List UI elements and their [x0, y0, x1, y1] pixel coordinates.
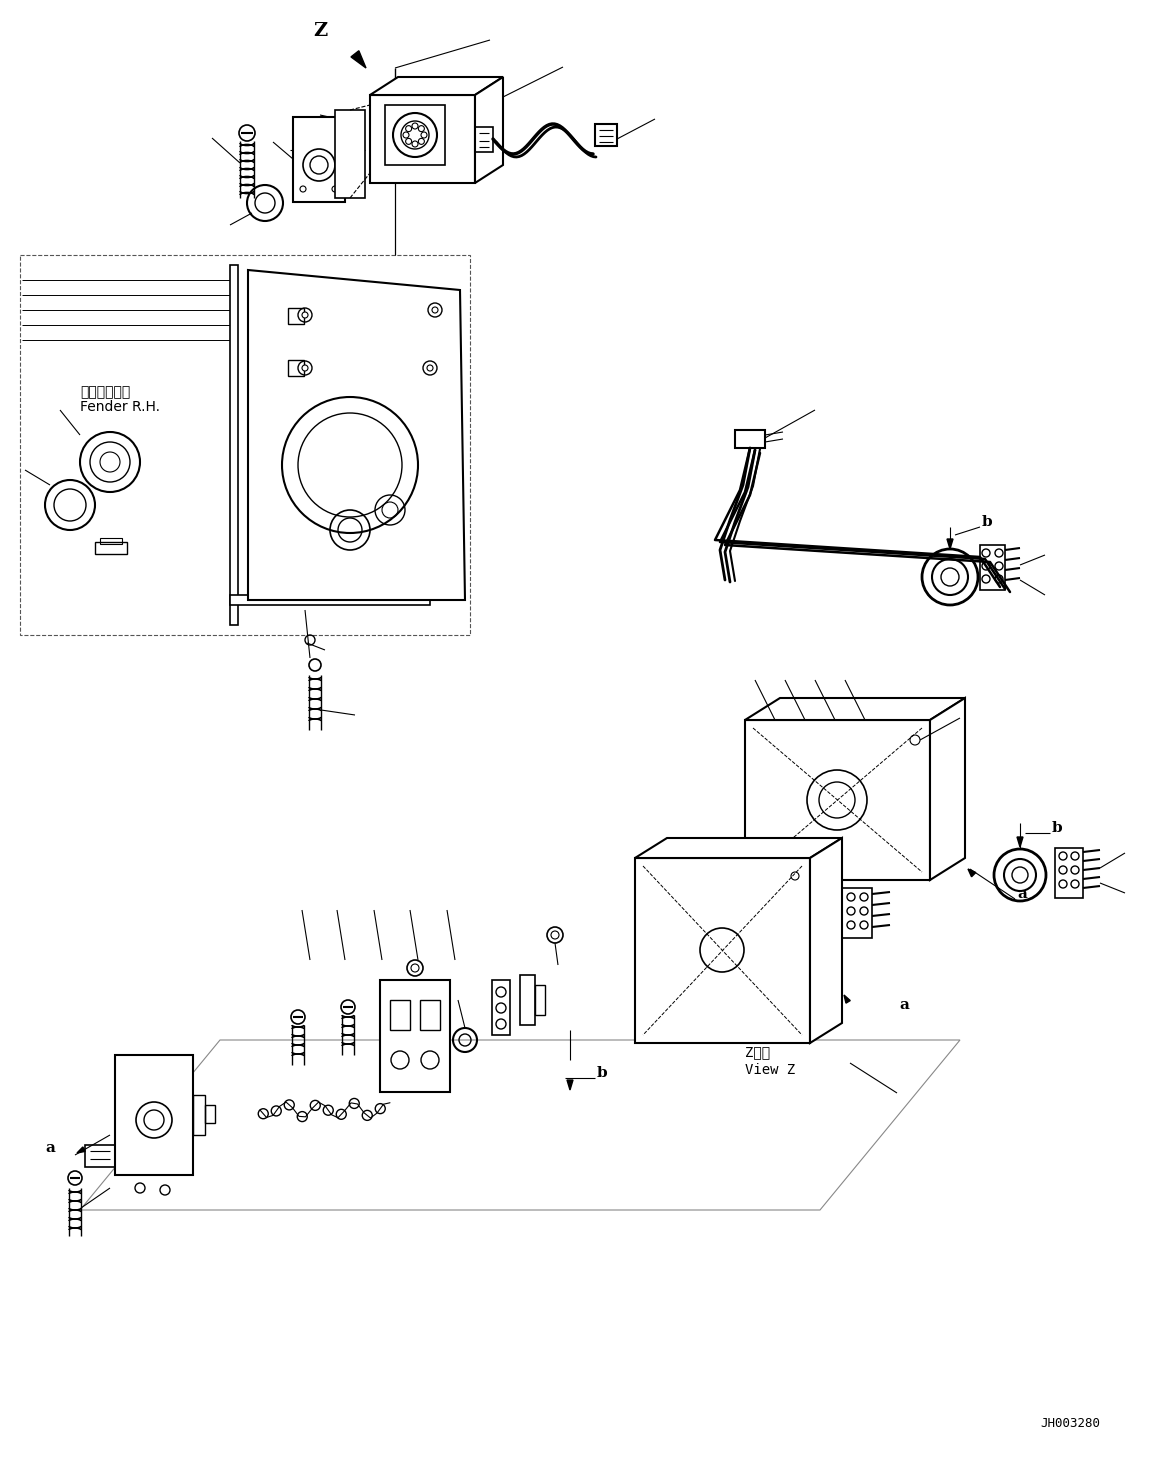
Text: フェンダ　右: フェンダ 右	[80, 385, 130, 399]
Text: a: a	[899, 999, 908, 1012]
Text: Z: Z	[313, 22, 327, 39]
Polygon shape	[77, 1148, 85, 1153]
Circle shape	[427, 365, 433, 371]
Circle shape	[302, 365, 308, 371]
Circle shape	[302, 312, 308, 318]
Bar	[230, 266, 238, 625]
Text: a: a	[1016, 888, 1027, 901]
Polygon shape	[351, 51, 366, 69]
Polygon shape	[475, 77, 504, 182]
Bar	[380, 980, 450, 1092]
Bar	[95, 542, 127, 553]
Bar	[635, 858, 809, 1042]
Bar	[335, 110, 365, 199]
Polygon shape	[968, 869, 976, 877]
Bar	[842, 888, 872, 937]
Bar	[420, 1000, 440, 1029]
Bar	[385, 105, 445, 165]
Bar	[205, 1105, 215, 1123]
Bar	[535, 986, 545, 1015]
Polygon shape	[568, 1080, 573, 1091]
Polygon shape	[370, 77, 504, 95]
Bar	[288, 361, 304, 377]
Text: Z　視: Z 視	[745, 1045, 770, 1058]
Text: b: b	[597, 1066, 607, 1080]
Polygon shape	[844, 996, 850, 1003]
Bar	[370, 95, 475, 182]
Bar	[980, 545, 1005, 590]
Bar	[100, 537, 122, 545]
Text: b: b	[1053, 821, 1063, 835]
Bar	[492, 980, 511, 1035]
Bar	[1055, 848, 1083, 898]
Bar	[390, 1000, 411, 1029]
Bar	[293, 117, 345, 201]
Polygon shape	[930, 698, 965, 880]
Polygon shape	[248, 270, 465, 600]
Text: View Z: View Z	[745, 1063, 795, 1077]
Bar	[745, 720, 930, 880]
Bar	[520, 975, 535, 1025]
Bar	[595, 124, 618, 146]
Text: b: b	[982, 515, 993, 529]
Polygon shape	[947, 539, 952, 549]
Circle shape	[431, 307, 438, 312]
Bar	[288, 308, 304, 324]
Polygon shape	[635, 838, 842, 858]
Bar	[735, 431, 765, 448]
Text: a: a	[45, 1142, 55, 1155]
Text: JH003280: JH003280	[1040, 1418, 1100, 1429]
Polygon shape	[1016, 837, 1023, 847]
Bar	[230, 596, 430, 604]
Bar	[85, 1145, 115, 1167]
Polygon shape	[745, 698, 965, 720]
Polygon shape	[809, 838, 842, 1042]
Bar	[115, 1056, 193, 1175]
Bar	[475, 127, 493, 152]
Bar	[193, 1095, 205, 1134]
Bar	[20, 255, 470, 635]
Text: Fender R.H.: Fender R.H.	[80, 400, 160, 415]
